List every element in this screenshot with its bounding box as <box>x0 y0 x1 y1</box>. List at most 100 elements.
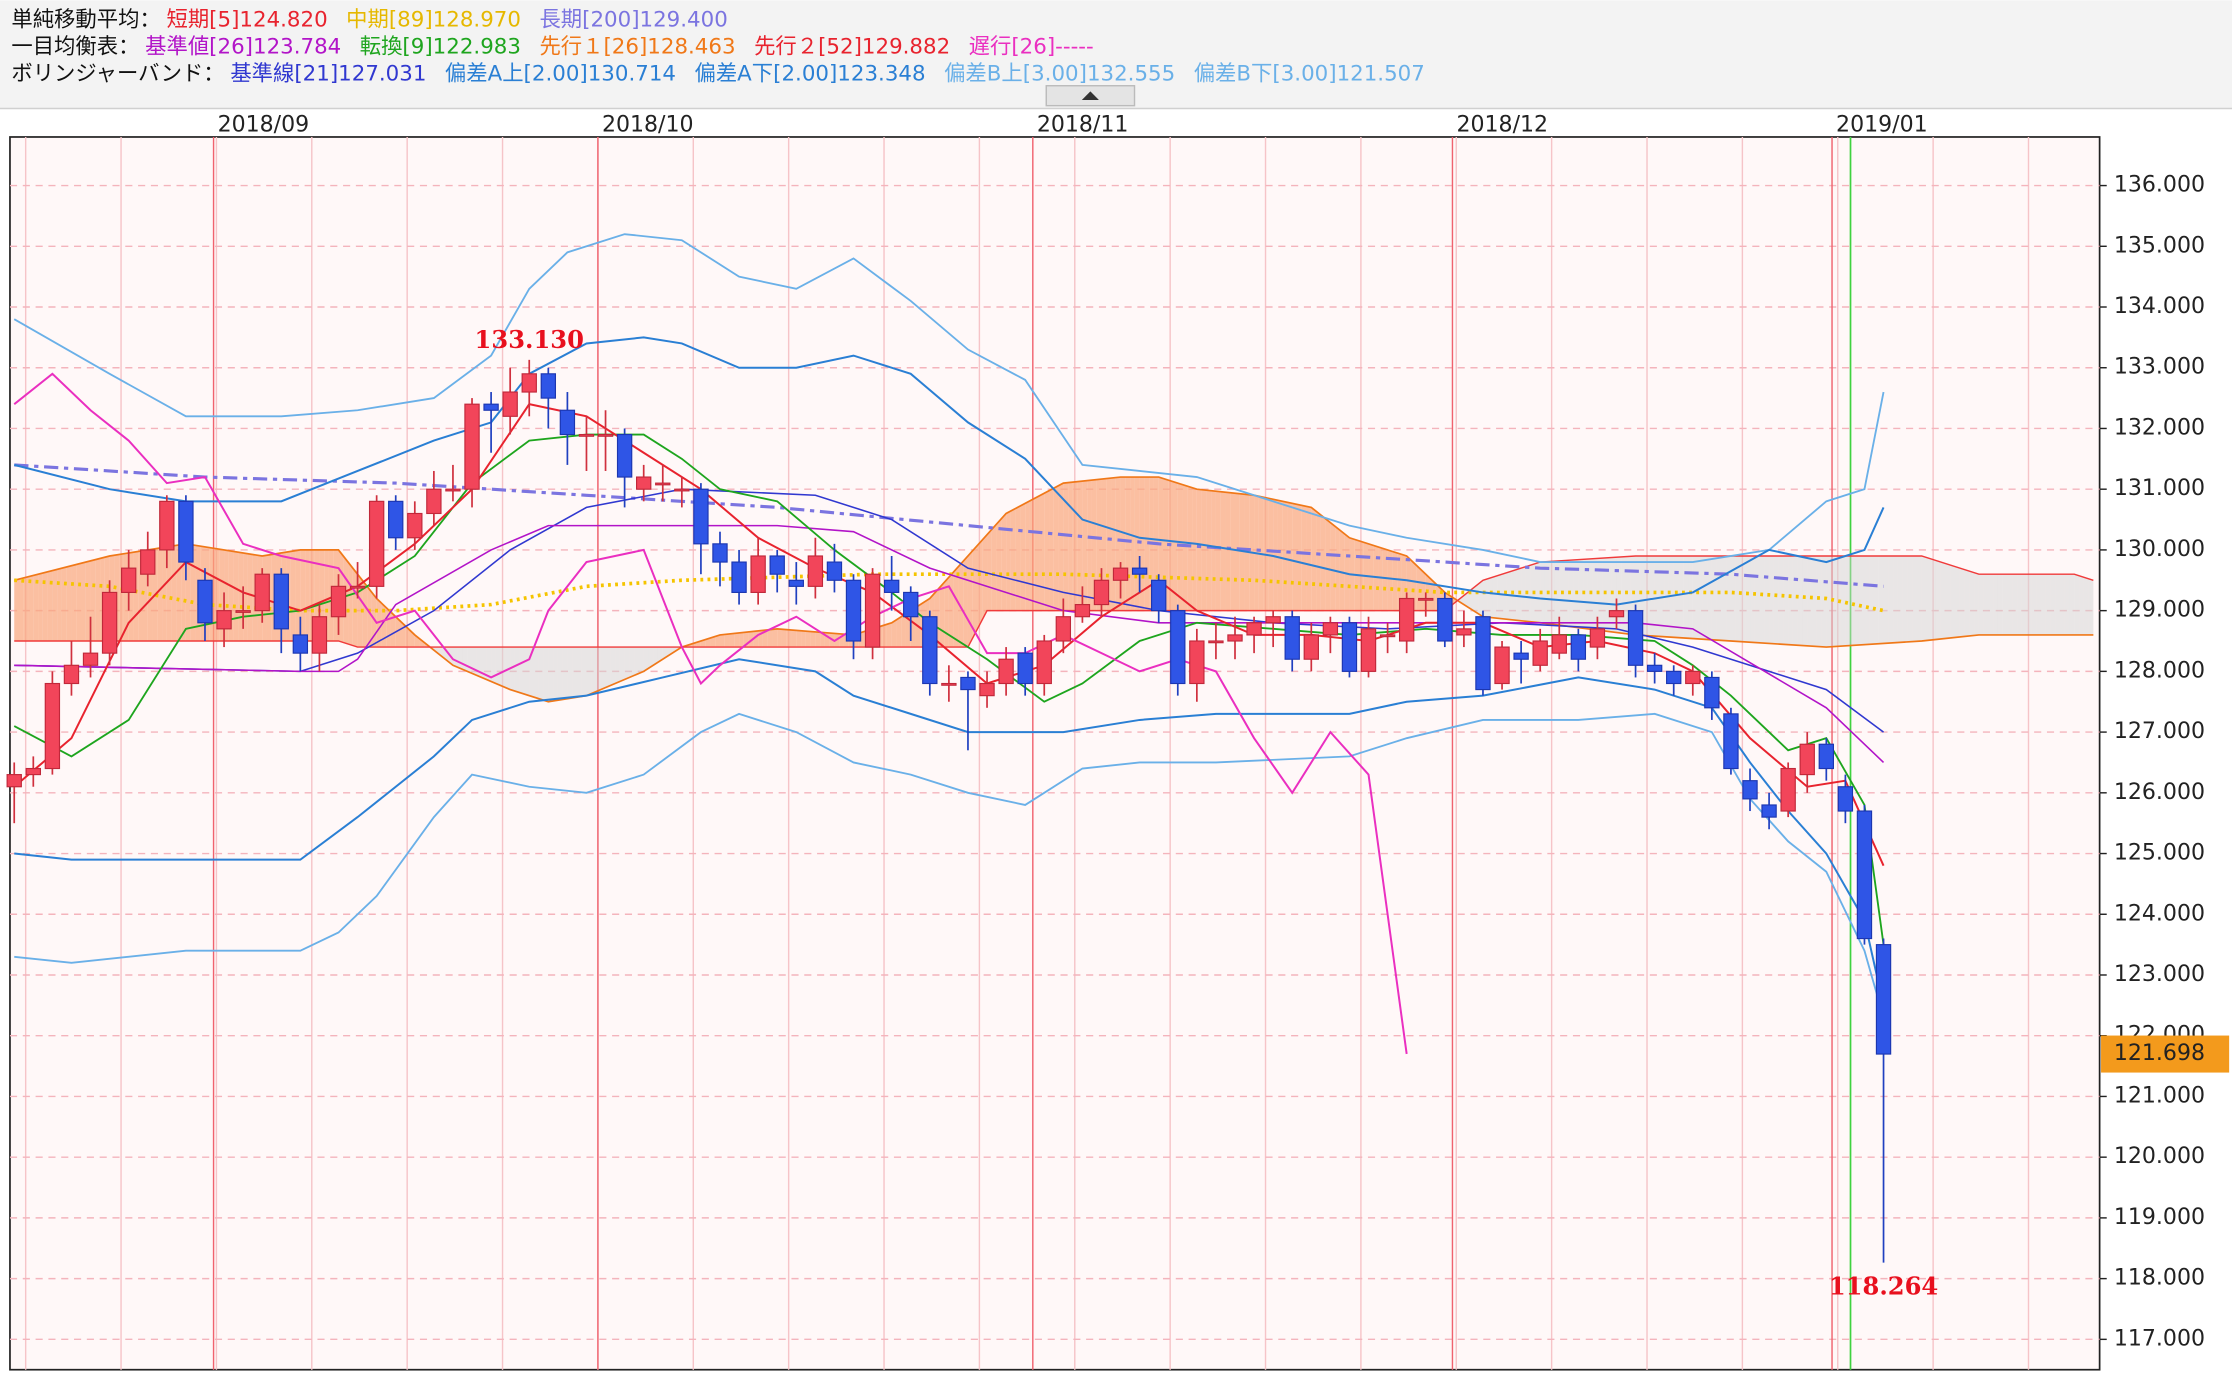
cloud-fill <box>1111 477 1116 611</box>
cloud-fill <box>967 550 973 648</box>
cloud-fill <box>2059 574 2065 635</box>
cloud-fill <box>801 630 806 648</box>
cloud-fill <box>719 634 725 648</box>
cloud-fill <box>1063 482 1069 611</box>
cloud-fill <box>1230 492 1236 611</box>
cloud-fill <box>2036 574 2041 635</box>
candle-body <box>483 403 499 411</box>
cloud-fill <box>1902 555 1908 643</box>
candle-body <box>922 616 938 685</box>
cloud-fill <box>605 647 611 688</box>
cloud-fill <box>1702 555 1708 640</box>
cloud-fill <box>1802 555 1808 646</box>
x-tick-label: 2018/10 <box>602 113 694 138</box>
cloud-fill <box>953 566 959 648</box>
cloud-fill <box>1735 555 1741 642</box>
candle-body <box>1723 713 1739 770</box>
cloud-fill <box>28 575 34 642</box>
cloud-fill <box>1192 487 1197 611</box>
y-tick-label: 128.000 <box>2114 658 2205 683</box>
cloud-fill <box>1044 490 1050 611</box>
cloud-fill <box>1993 574 1998 635</box>
candle-body <box>674 488 690 492</box>
cloud-fill <box>2002 574 2008 635</box>
candle-body <box>826 561 843 581</box>
cloud-fill <box>1196 489 1202 611</box>
cloud-fill <box>1845 555 1851 646</box>
cloud-fill <box>538 647 544 701</box>
candle-body <box>616 433 633 478</box>
cloud-fill <box>553 647 558 701</box>
y-tick-label: 133.000 <box>2114 355 2205 380</box>
cloud-fill <box>1931 559 1936 640</box>
cloud-fill <box>452 647 458 668</box>
candle-body <box>807 555 824 587</box>
cloud-fill <box>491 647 496 684</box>
cloud-fill <box>610 647 616 686</box>
cloud-fill <box>1921 555 1927 642</box>
collapse-tab[interactable] <box>1045 85 1136 107</box>
candle-body <box>1189 640 1205 685</box>
candle-body <box>1322 622 1339 636</box>
x-tick-label: 2018/09 <box>218 113 310 138</box>
cloud-fill <box>2083 577 2089 635</box>
cloud-fill <box>1287 502 1293 611</box>
cloud-fill <box>939 582 945 648</box>
cloud-fill <box>2031 574 2037 635</box>
cloud-fill <box>1649 555 1655 637</box>
candle-body <box>1837 786 1854 812</box>
cloud-fill <box>1020 503 1026 611</box>
legend-item: 遅行[26]----- <box>969 34 1094 59</box>
cloud-fill <box>1225 492 1231 611</box>
cloud-fill <box>1912 555 1917 642</box>
x-tick-label: 2019/01 <box>1836 113 1928 138</box>
cloud-fill <box>1854 555 1860 646</box>
candle-body <box>979 682 995 697</box>
cloud-fill <box>47 570 53 642</box>
cloud-fill <box>1220 491 1226 611</box>
cloud-fill <box>886 622 892 648</box>
candle-body <box>1685 670 1701 685</box>
cloud-fill <box>1473 584 1479 614</box>
cloud-fill <box>810 631 816 648</box>
cloud-fill <box>290 550 296 642</box>
candle-body <box>1608 610 1625 618</box>
cloud-fill <box>1826 555 1832 648</box>
cloud-fill <box>157 547 163 642</box>
cloud-fill <box>190 544 196 642</box>
cloud-fill <box>734 632 740 648</box>
cloud-fill <box>2064 574 2070 635</box>
cloud-fill <box>1878 555 1884 644</box>
cloud-fill <box>1959 568 1965 637</box>
tab-arrow[interactable] <box>1081 91 1099 100</box>
cloud-fill <box>80 562 86 642</box>
cloud-fill <box>1320 514 1326 611</box>
cloud-fill <box>1034 495 1040 611</box>
candle-body <box>1627 610 1644 666</box>
candle-body <box>636 476 652 490</box>
cloud-fill <box>162 546 167 642</box>
legend-item: 偏差B下[3.00]121.507 <box>1194 61 1425 86</box>
cloud-fill <box>457 647 463 670</box>
candle-body <box>712 543 728 563</box>
cloud-fill <box>543 647 549 702</box>
candle-body <box>1131 567 1148 575</box>
cloud-fill <box>467 647 473 674</box>
cloud-fill <box>1387 549 1393 611</box>
candle-body <box>292 634 309 654</box>
cloud-fill <box>1235 493 1240 611</box>
cloud-fill <box>42 571 48 642</box>
candle-body <box>1398 597 1415 642</box>
cloud-fill <box>405 625 411 648</box>
cloud-fill <box>1392 551 1398 611</box>
cloud-fill <box>2007 574 2013 635</box>
text-layer: 単純移動平均： 短期[5]124.820 中期[89]128.970 長期[200]1… <box>11 7 2230 1351</box>
last-price-tag <box>2101 1035 2230 1073</box>
cloud-fill <box>1182 484 1188 611</box>
y-tick-label: 118.000 <box>2114 1266 2205 1291</box>
cloud-fill <box>2012 574 2018 635</box>
cloud-fill <box>534 647 539 699</box>
plot-area <box>9 136 2101 1371</box>
x-tick-label: 2018/11 <box>1037 113 1129 138</box>
